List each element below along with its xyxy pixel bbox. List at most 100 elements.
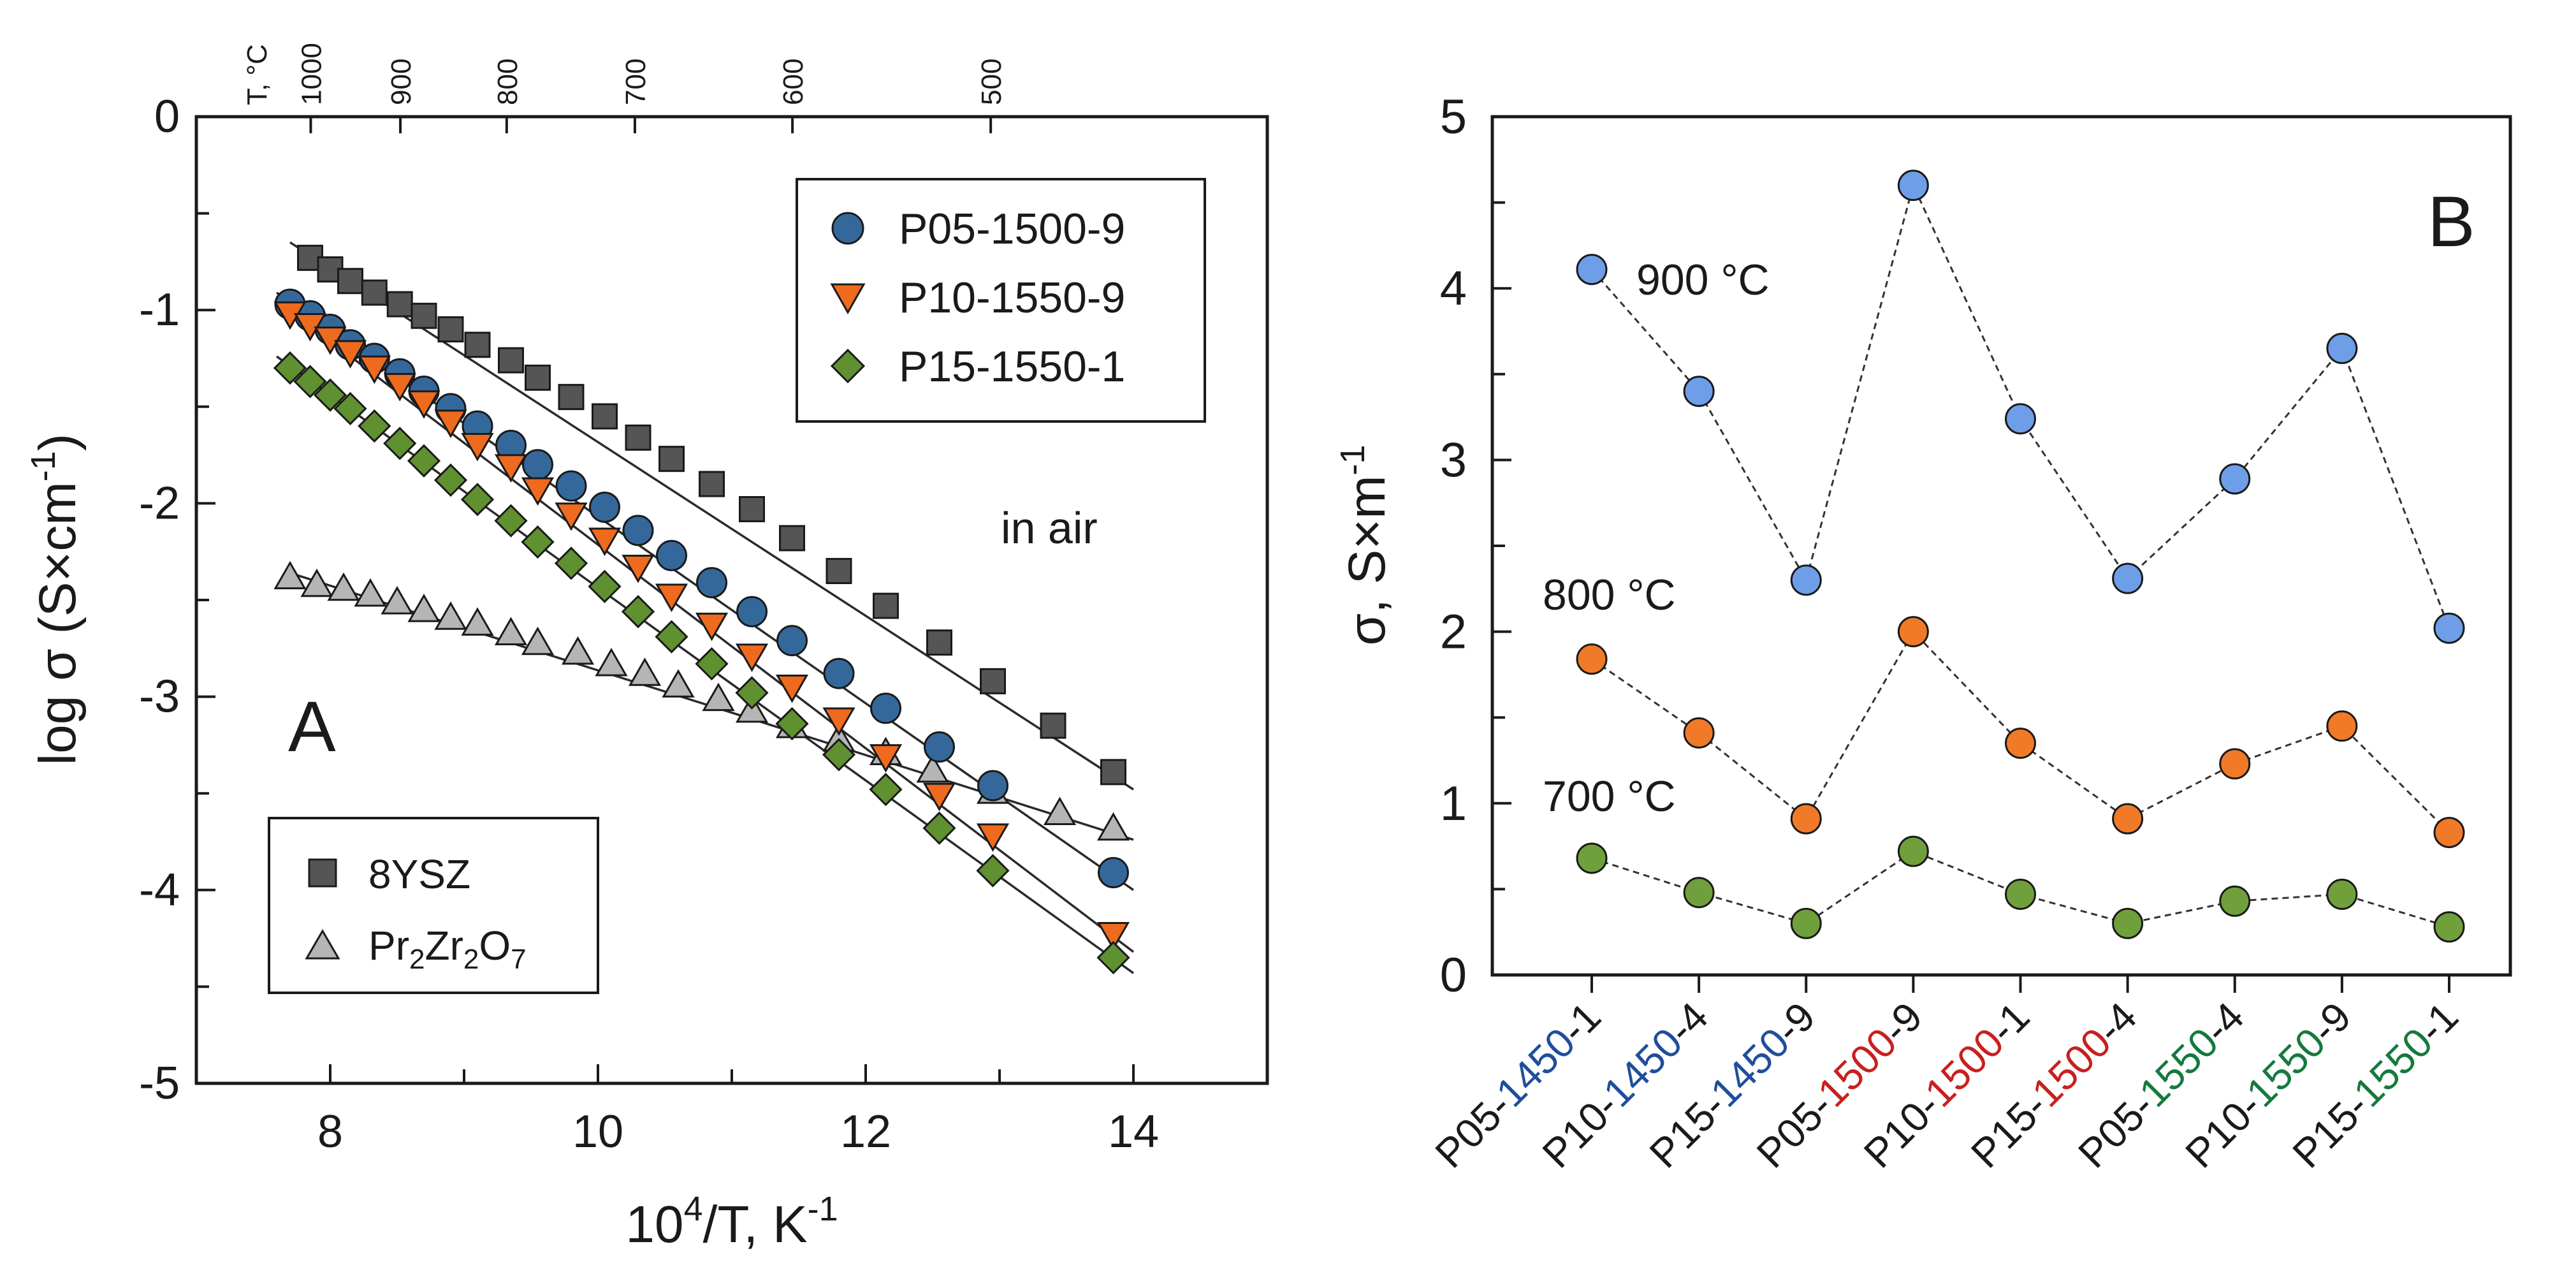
point-p05-1500-9-12 [589, 491, 620, 523]
legend-marker-p10 [830, 283, 866, 315]
panel-a-label: A [288, 687, 336, 766]
point-p10-1550-9-22 [1096, 922, 1130, 951]
point-p05-1500-9-20 [924, 731, 955, 763]
point-pr2zr2o7-2 [327, 572, 360, 601]
point-8ysz-15 [739, 495, 765, 522]
top-tick-label: 900 [386, 59, 417, 105]
point-pr2zr2o7-21 [1043, 796, 1077, 826]
point-p15-1550-1-19 [869, 773, 903, 807]
y-tick-label: -1 [139, 284, 180, 335]
point-p05-1500-9-15 [696, 567, 727, 599]
point-p10-1550-9-8 [461, 432, 494, 462]
point-p05-1500-9-19 [870, 692, 901, 724]
point-8ysz-11 [592, 403, 618, 430]
point-p10-1550-9-20 [922, 782, 956, 812]
legend-label-pr2zr2o7: Pr2Zr2O7 [368, 923, 527, 975]
connector-1 [1591, 630, 2450, 833]
panel-b-y-ticks: 0 1 2 3 4 5 [1440, 90, 1511, 1002]
y-tick-label: 1 [1440, 777, 1467, 831]
x-tick-label: 10 [572, 1106, 623, 1157]
panel-a-points [273, 244, 1130, 975]
point-p05-1500-9-22 [1098, 857, 1129, 889]
point-p15-1550-1-6 [407, 444, 441, 478]
series-label-700: 700 °C [1543, 772, 1676, 821]
point-p05-1500-9-14 [656, 539, 687, 571]
point-700-7 [2326, 878, 2358, 910]
top-tick-label: 600 [778, 59, 809, 105]
point-pr2zr2o7-19 [916, 754, 949, 783]
point-p10-1550-9-11 [555, 502, 588, 531]
point-p10-1550-9-9 [494, 454, 528, 483]
point-pr2zr2o7-10 [561, 636, 595, 665]
point-pr2zr2o7-14 [702, 682, 735, 712]
point-p15-1550-1-2 [313, 378, 347, 412]
point-p15-1550-1-1 [293, 365, 327, 399]
x-tick-label: 12 [840, 1106, 891, 1157]
point-800-8 [2433, 817, 2465, 849]
point-8ysz-21 [1040, 712, 1066, 739]
point-p05-1500-9-21 [977, 770, 1008, 802]
top-axis-label: T, °C [242, 44, 273, 105]
point-p10-1550-9-6 [407, 390, 440, 419]
point-p15-1550-1-22 [1096, 941, 1130, 975]
legend-marker-pr2zr2o7 [305, 929, 340, 960]
legend-upper: P05-1500-9 P10-1550-9 P15-1550-1 [796, 178, 1206, 423]
y-tick-label: -2 [139, 478, 180, 529]
point-800-0 [1576, 643, 1608, 675]
panel-a: 8 10 12 14 0-1-2-3-4-5 1000 900 800 700 600 500 … [24, 43, 1269, 1254]
point-p15-1550-1-10 [521, 525, 555, 559]
panel-a-top-ticks: 1000 900 800 700 600 500 [296, 43, 1007, 133]
panel-b-frame [1490, 115, 2512, 977]
point-8ysz-5 [411, 302, 437, 329]
point-800-2 [1790, 803, 1822, 835]
point-p05-1500-9-18 [823, 657, 855, 689]
point-p15-1550-1-21 [976, 854, 1010, 888]
point-700-6 [2219, 885, 2251, 917]
series-label-900: 900 °C [1636, 256, 1770, 304]
point-8ysz-18 [873, 592, 899, 619]
top-tick-label: 800 [492, 59, 523, 105]
point-p10-1550-9-12 [588, 527, 622, 557]
point-p15-1550-1-16 [735, 676, 769, 710]
legend-marker-8ysz [308, 858, 337, 888]
point-900-2 [1790, 564, 1822, 596]
point-8ysz-22 [1100, 759, 1126, 786]
point-p05-1500-9-10 [522, 449, 553, 481]
point-900-4 [2005, 403, 2036, 435]
legend-lower-box [268, 817, 599, 994]
point-p15-1550-1-12 [588, 569, 622, 603]
point-8ysz-17 [826, 558, 852, 585]
point-900-6 [2219, 463, 2251, 495]
point-pr2zr2o7-12 [628, 657, 662, 686]
y-tick-label: 0 [1440, 948, 1467, 1002]
point-p15-1550-1-8 [460, 483, 495, 516]
point-p10-1550-9-13 [622, 554, 655, 583]
point-8ysz-20 [980, 668, 1006, 694]
point-p10-1550-9-16 [735, 643, 769, 672]
point-p15-1550-1-5 [383, 427, 417, 460]
point-p15-1550-1-9 [494, 504, 528, 538]
point-p15-1550-1-18 [822, 738, 856, 772]
point-8ysz-6 [437, 316, 464, 343]
y-tick-label: -4 [139, 865, 180, 916]
y-tick-label: 5 [1440, 90, 1467, 144]
legend-label-8ysz: 8YSZ [368, 851, 470, 897]
x-tick-label: 14 [1108, 1106, 1159, 1157]
panel-a-x-ticks: 8 10 12 14 [195, 1064, 1269, 1157]
point-8ysz-4 [386, 291, 413, 318]
y-tick-label: 4 [1440, 261, 1467, 316]
point-900-7 [2326, 332, 2358, 364]
point-pr2zr2o7-4 [381, 586, 414, 615]
point-800-7 [2326, 710, 2358, 742]
point-p10-1550-9-10 [521, 477, 555, 506]
series-label-800: 800 °C [1543, 571, 1676, 619]
point-pr2zr2o7-11 [595, 648, 628, 677]
point-pr2zr2o7-7 [461, 607, 494, 636]
point-8ysz-9 [525, 364, 551, 391]
point-p15-1550-1-17 [775, 707, 809, 741]
panel-b-points [1576, 170, 2465, 943]
point-700-4 [2005, 878, 2036, 910]
point-pr2zr2o7-8 [494, 617, 528, 646]
point-p05-1500-9-11 [555, 470, 587, 502]
